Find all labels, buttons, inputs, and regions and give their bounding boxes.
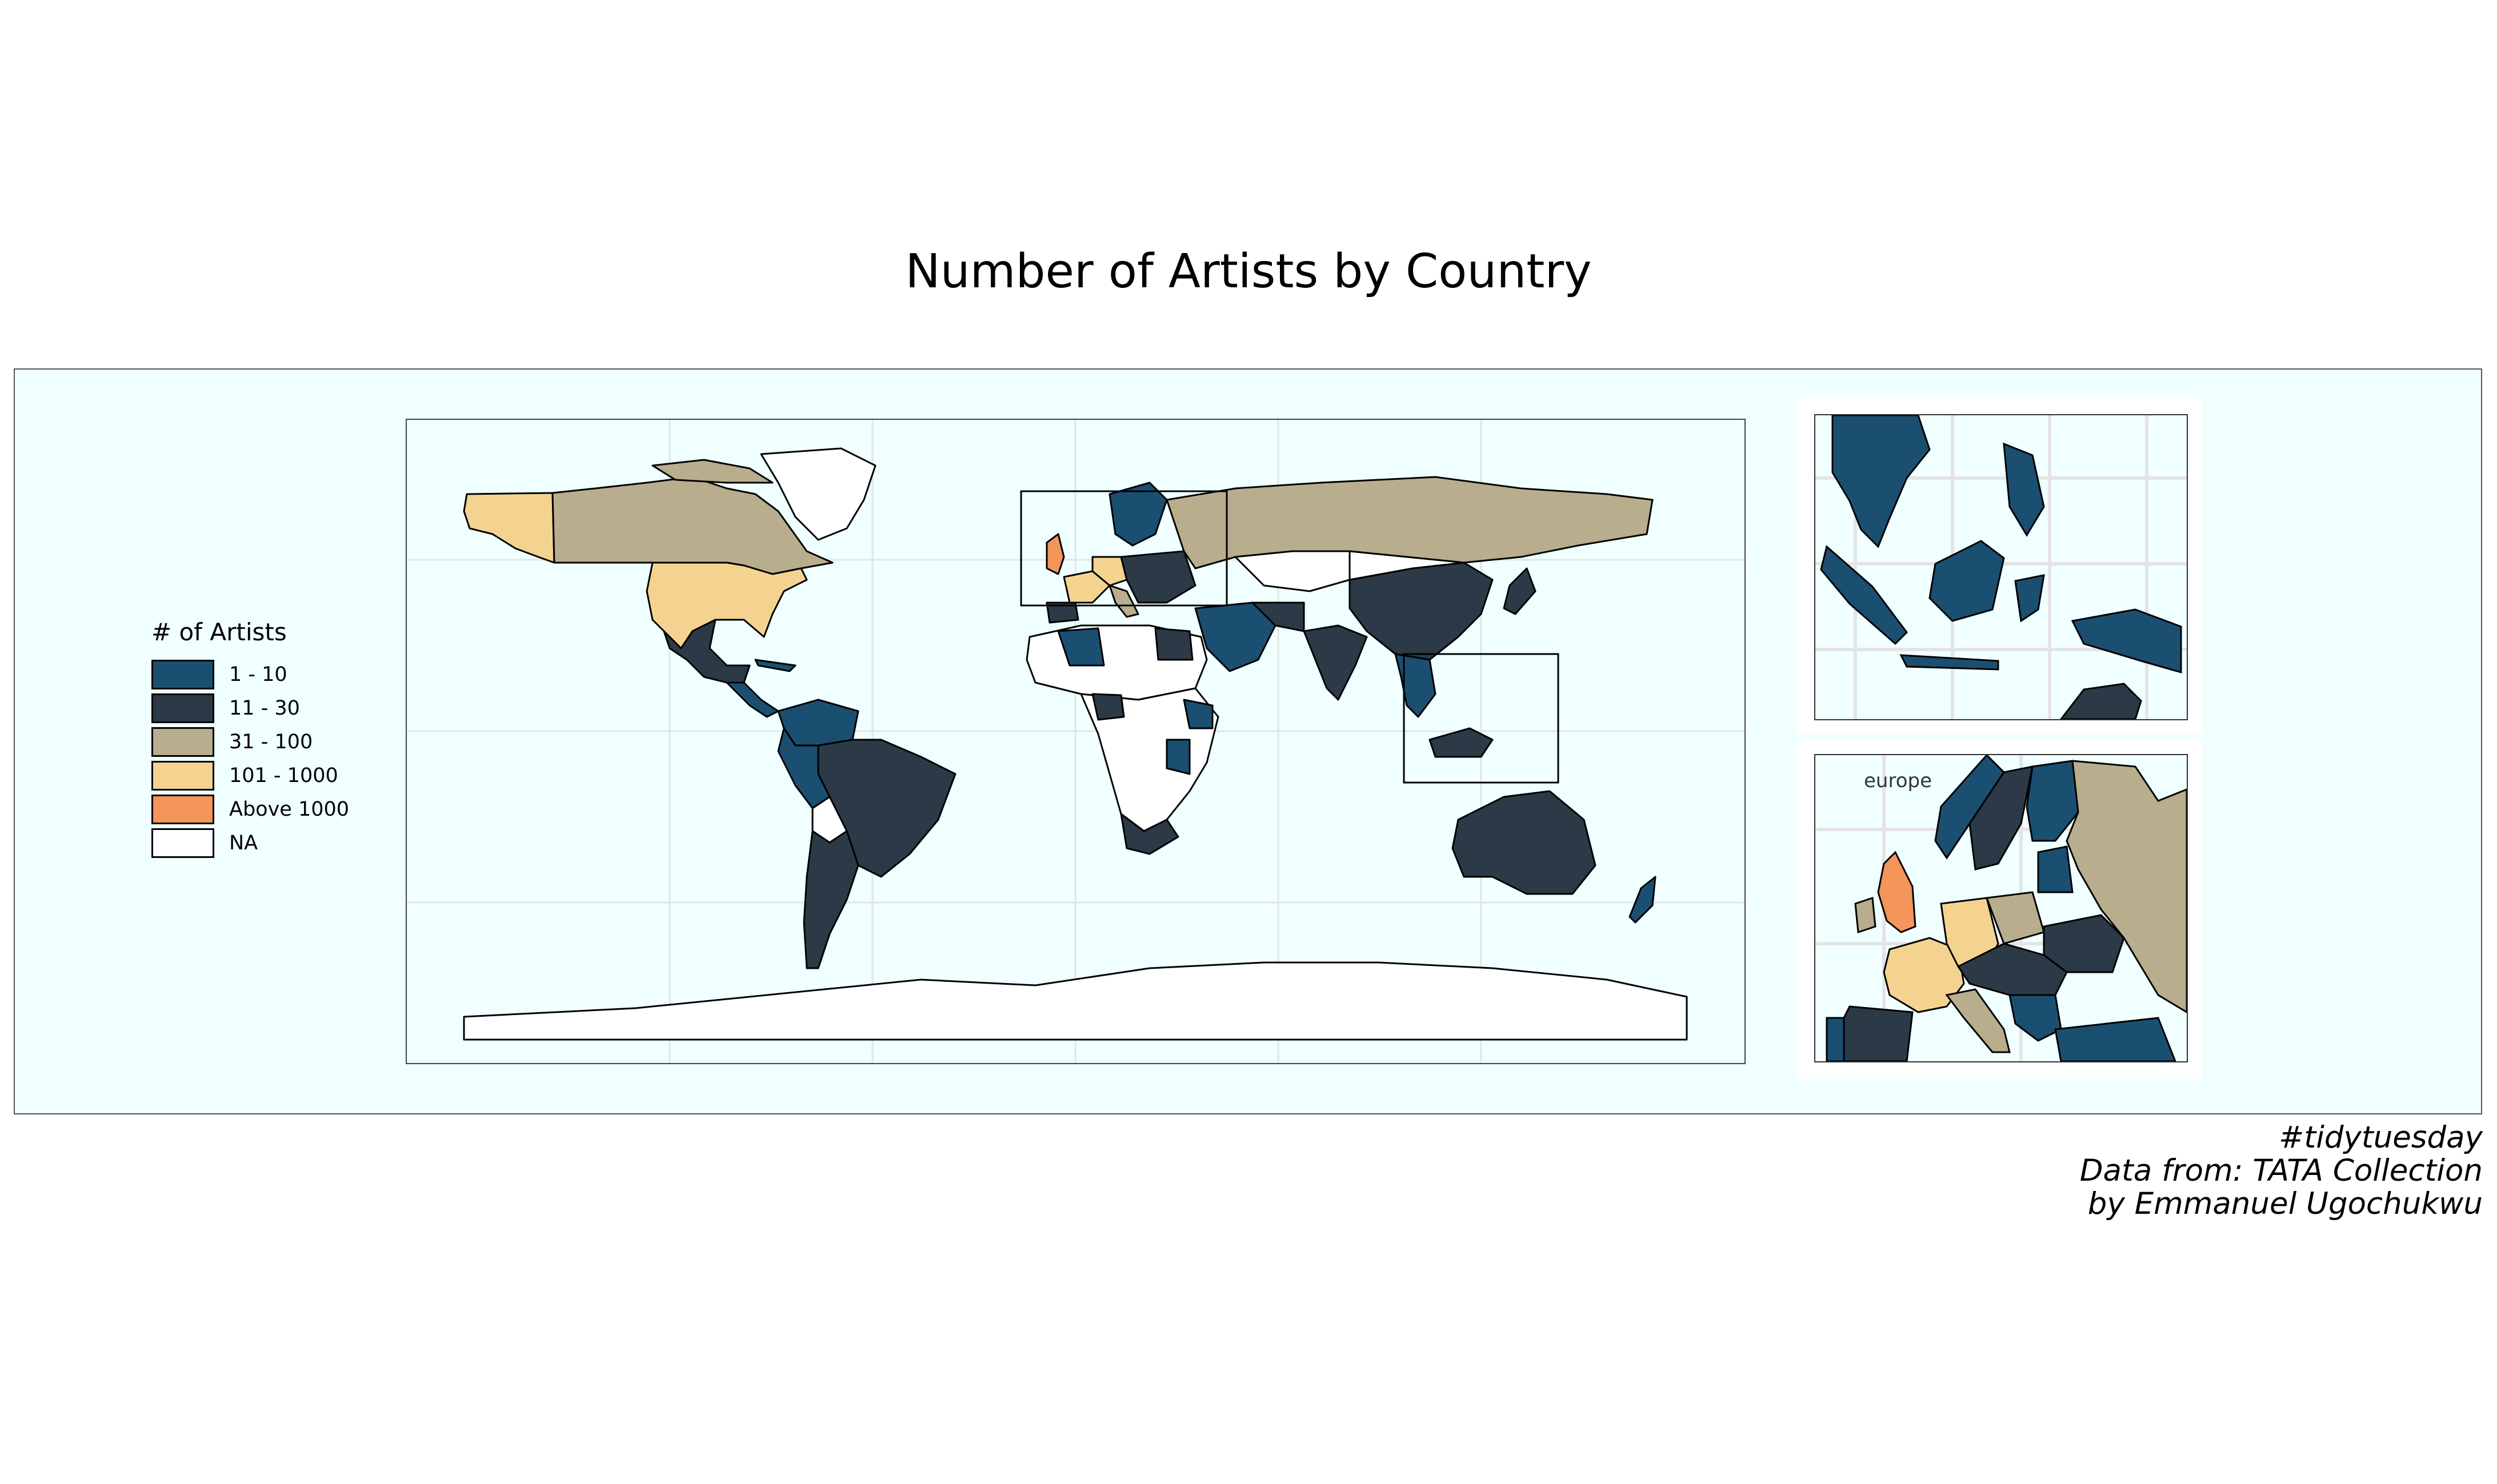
legend-label: 11 - 30 (229, 696, 300, 720)
country-spain (1046, 601, 1079, 624)
country-france-inset (1883, 937, 1965, 1013)
caption-tag: #tidytuesday (2279, 1120, 2483, 1155)
country-antarctica (463, 961, 1688, 1041)
legend-label: Above 1000 (229, 797, 350, 821)
legend-item: NA (151, 826, 349, 860)
country-central-america (726, 681, 779, 718)
legend-swatch (151, 659, 214, 689)
country-italy (1109, 584, 1139, 618)
country-australia-north (2060, 683, 2142, 719)
country-argentina (803, 830, 859, 969)
legend-item: 31 - 100 (151, 725, 349, 759)
legend-title: # of Artists (151, 618, 287, 646)
country-mongolia (1348, 550, 1465, 581)
country-australia (1451, 790, 1596, 895)
country-sulawesi (2014, 574, 2045, 623)
world-map-svg (407, 420, 1744, 1063)
caption: #tidytuesday Data from: TATA Collection … (2080, 1121, 2483, 1221)
country-balkans (2008, 994, 2062, 1042)
country-india (1303, 624, 1368, 701)
country-scandinavia (1109, 482, 1168, 547)
legend-item: 1 - 10 (151, 657, 349, 691)
country-new-guinea (2071, 608, 2182, 673)
country-nigeria (1091, 693, 1125, 721)
country-eastern-europe (1120, 550, 1197, 604)
legend-swatch (151, 693, 214, 723)
legend-label: 1 - 10 (229, 663, 287, 686)
country-southeast-asia (1394, 653, 1436, 718)
country-russia (1166, 476, 1654, 569)
country-kazakhstan (1234, 550, 1351, 592)
country-usa (646, 561, 808, 649)
inset-southeast-asia-svg (1815, 415, 2187, 719)
country-turkey (2054, 1017, 2176, 1061)
country-south-africa (1120, 813, 1179, 855)
country-alaska (463, 492, 555, 564)
legend-swatch (151, 828, 214, 858)
europe-inset-label: europe (1864, 769, 1932, 792)
chart-title: Number of Artists by Country (905, 244, 1592, 299)
legend: # of Artists 1 - 10 11 - 30 31 - 100 101… (151, 618, 349, 860)
legend-item: 101 - 1000 (151, 759, 349, 792)
country-central-africa (1080, 687, 1219, 832)
country-central-europe (1956, 942, 2068, 996)
country-germany (1091, 556, 1128, 587)
caption-source: Data from: TATA Collection (2079, 1153, 2483, 1188)
country-russia-west (2066, 760, 2187, 1013)
country-philippines (2003, 442, 2045, 537)
country-cuba (754, 659, 797, 672)
legend-item: Above 1000 (151, 792, 349, 826)
country-portugal (1826, 1017, 1845, 1061)
legend-label: 31 - 100 (229, 730, 313, 753)
country-new-zealand (1628, 876, 1656, 924)
legend-label: NA (229, 831, 258, 855)
caption-author: by Emmanuel Ugochukwu (2087, 1186, 2483, 1221)
country-borneo (1928, 540, 2005, 622)
country-egypt (1154, 627, 1194, 661)
inset-frames (1020, 490, 1559, 784)
country-indonesia (1428, 727, 1494, 758)
legend-item: 11 - 30 (151, 691, 349, 725)
country-italy-inset (1945, 988, 2011, 1053)
country-baltics (2037, 845, 2074, 893)
country-algeria (1057, 627, 1105, 667)
legend-swatch (151, 727, 214, 757)
inset-europe-svg (1815, 755, 2187, 1061)
country-uk (1046, 533, 1065, 575)
country-java (1899, 654, 1999, 671)
country-greenland (760, 447, 877, 541)
legend-swatch (151, 794, 214, 824)
country-japan (1503, 567, 1536, 615)
legend-label: 101 - 1000 (229, 764, 338, 787)
country-france (1063, 570, 1111, 604)
country-mexico (663, 619, 751, 684)
country-ireland (1854, 896, 1876, 934)
world-map (406, 419, 1746, 1064)
country-canada-islands (651, 459, 774, 484)
country-sumatra (1820, 545, 1908, 645)
country-sweden (1968, 765, 2034, 871)
inset-europe: europe (1797, 740, 2203, 1080)
country-kenya (1166, 739, 1191, 775)
legend-swatch (151, 760, 214, 791)
country-indochina (1831, 415, 1931, 548)
country-iran (1251, 601, 1305, 632)
country-china (1348, 561, 1494, 661)
inset-southeast-asia (1797, 397, 2203, 734)
country-spain-inset (1837, 1005, 1914, 1061)
country-ethiopia (1183, 699, 1214, 729)
country-uk-inset (1877, 851, 1916, 933)
